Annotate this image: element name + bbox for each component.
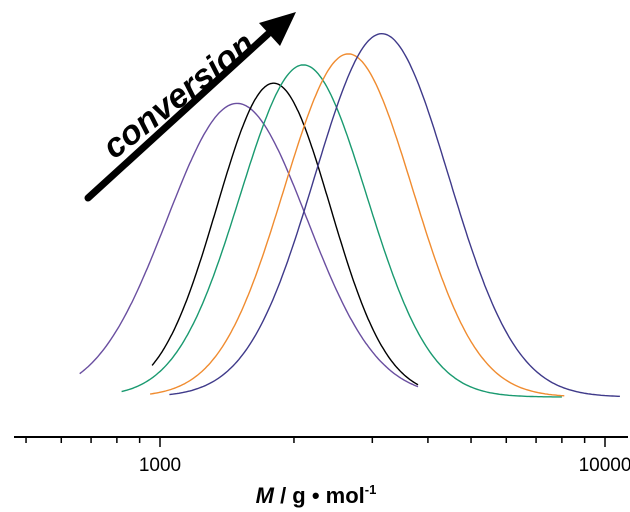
series-line-5 (169, 32, 620, 397)
series-line-4 (149, 53, 565, 397)
x-tick-label: 10000 (579, 455, 630, 476)
series-layer (79, 32, 620, 398)
x-axis-ticks (25, 437, 606, 447)
conversion-arrow (84, 12, 296, 202)
series-line-3 (121, 64, 562, 398)
x-axis-tick-labels: 1000 10000 (139, 455, 630, 476)
series-line-2 (151, 82, 419, 386)
conversion-annotation: conversion (96, 25, 262, 167)
x-tick-label: 1000 (139, 455, 181, 476)
series-line-1 (79, 102, 419, 388)
x-axis-title: M / g • mol-1 (256, 482, 377, 508)
